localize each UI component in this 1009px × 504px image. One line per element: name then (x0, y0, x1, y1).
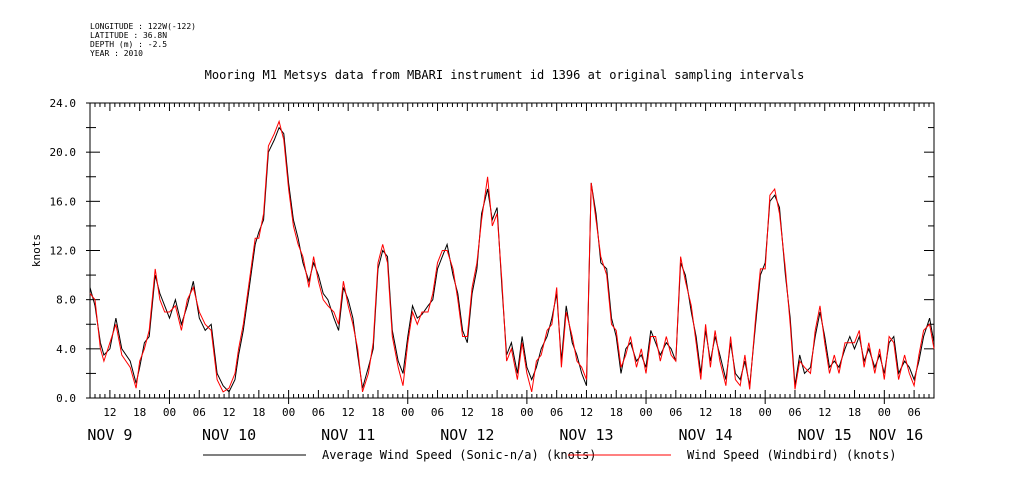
y-tick-label: 0.0 (56, 392, 76, 405)
y-tick-label: 8.0 (56, 294, 76, 307)
x-hour-label: 00 (639, 406, 652, 419)
x-day-label: NOV 9 (87, 426, 132, 444)
x-hour-label: 06 (431, 406, 444, 419)
x-day-label: NOV 13 (559, 426, 613, 444)
x-hour-label: 00 (759, 406, 772, 419)
chart-title: Mooring M1 Metsys data from MBARI instru… (204, 68, 805, 82)
x-hour-label: 06 (788, 406, 801, 419)
x-day-label: NOV 14 (679, 426, 733, 444)
x-hour-label: 00 (163, 406, 176, 419)
series-windbird-line (89, 119, 935, 393)
depth-label: DEPTH (m) : -2.5 (90, 40, 168, 49)
x-day-label: NOV 10 (202, 426, 256, 444)
latitude-label: LATITUDE : 36.8N (90, 31, 168, 40)
x-hour-label: 12 (699, 406, 712, 419)
x-day-label: NOV 16 (869, 426, 923, 444)
x-hour-label: 06 (669, 406, 682, 419)
y-tick-label: 4.0 (56, 343, 76, 356)
x-hour-label: 06 (907, 406, 920, 419)
x-hour-label: 06 (312, 406, 325, 419)
x-hour-label: 12 (461, 406, 474, 419)
x-hour-label: 12 (818, 406, 831, 419)
x-hour-label: 12 (103, 406, 116, 419)
y-tick-label: 12.0 (50, 245, 77, 258)
metadata-block: LONGITUDE : 122W(-122) LATITUDE : 36.8N … (90, 22, 196, 58)
x-hour-label: 00 (401, 406, 414, 419)
x-hour-label: 12 (342, 406, 355, 419)
x-hour-label: 18 (610, 406, 623, 419)
x-hour-label: 18 (490, 406, 503, 419)
longitude-label: LONGITUDE : 122W(-122) (90, 22, 196, 31)
x-hour-label: 00 (282, 406, 295, 419)
x-hour-label: 18 (252, 406, 265, 419)
x-day-label: NOV 15 (798, 426, 852, 444)
x-hour-label: 18 (133, 406, 146, 419)
x-hour-label: 18 (729, 406, 742, 419)
x-hour-label: 12 (222, 406, 235, 419)
year-label: YEAR : 2010 (90, 49, 143, 58)
y-tick-label: 24.0 (50, 97, 77, 110)
x-day-label: NOV 11 (321, 426, 375, 444)
x-day-label: NOV 12 (440, 426, 494, 444)
x-hour-label: 12 (580, 406, 593, 419)
x-hour-label: 00 (520, 406, 533, 419)
y-tick-label: 20.0 (50, 146, 77, 159)
legend-windbird-label: Wind Speed (Windbird) (knots) (687, 448, 897, 462)
legend-sonic-label: Average Wind Speed (Sonic-n/a) (knots) (322, 448, 597, 462)
y-tick-label: 16.0 (50, 195, 77, 208)
series-sonic-line (89, 126, 935, 393)
x-hour-label: 06 (193, 406, 206, 419)
x-hour-label: 06 (550, 406, 563, 419)
x-hour-label: 18 (848, 406, 861, 419)
x-hour-label: 00 (878, 406, 891, 419)
x-hour-label: 18 (371, 406, 384, 419)
y-axis-label: knots (30, 234, 43, 267)
